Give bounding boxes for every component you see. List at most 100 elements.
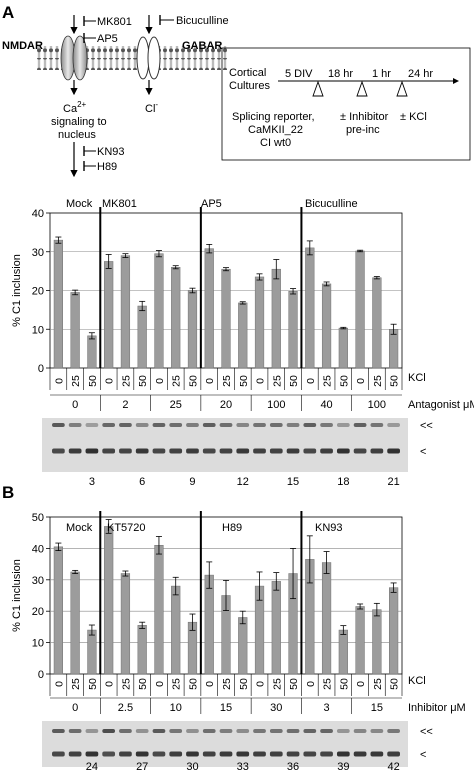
gel-band-lower — [152, 751, 166, 757]
bar — [321, 283, 332, 369]
error-bar — [306, 535, 313, 584]
group-label: Bicuculline — [305, 198, 358, 210]
gel-band-lower — [219, 751, 233, 757]
bar — [372, 277, 382, 369]
x-tick-label: 50 — [187, 678, 199, 690]
error-bar — [239, 301, 246, 305]
bar — [70, 571, 80, 675]
error-bar — [357, 603, 364, 610]
bar — [271, 581, 281, 675]
gel-band-upper — [353, 729, 367, 733]
bar — [389, 587, 399, 675]
error-bar — [139, 300, 146, 312]
lane-number: 27 — [136, 761, 148, 771]
bar — [120, 255, 131, 369]
bar — [355, 250, 365, 369]
group-label: MK801 — [102, 198, 137, 210]
lane-number: 18 — [337, 476, 349, 488]
x-tick-label: 25 — [171, 375, 183, 387]
bar — [305, 247, 315, 369]
gel-band-upper — [152, 729, 166, 733]
gel-band-lower — [202, 448, 216, 454]
concentration-label: 40 — [320, 399, 332, 411]
group-label: Mock — [66, 198, 93, 210]
x-tick-label: 25 — [221, 678, 233, 690]
bar — [338, 327, 348, 369]
bar — [154, 545, 164, 675]
error-bar — [55, 236, 62, 244]
error-bar — [390, 323, 397, 335]
gel-band-upper — [202, 423, 216, 427]
gel-band-lower — [119, 751, 132, 757]
inhibitor-ap5-label: AP5 — [97, 33, 118, 45]
band-marker: << — [420, 420, 433, 432]
interval-5div: 5 DIV — [285, 68, 313, 80]
x-tick-label: 50 — [389, 375, 401, 387]
gel-band-upper — [52, 729, 65, 733]
bar — [204, 248, 214, 369]
gel-band-upper — [119, 729, 132, 733]
gel-band-lower — [303, 751, 317, 757]
gel-band-upper — [152, 423, 166, 427]
x-tick-label: 0 — [305, 378, 317, 384]
error-bar — [223, 267, 229, 272]
gel-band-lower — [387, 448, 400, 454]
x-tick-label: 50 — [238, 375, 250, 387]
gel-band-lower — [286, 751, 300, 757]
gel-band-upper — [52, 423, 65, 427]
interval-24hr: 24 hr — [408, 68, 433, 80]
gel-band-upper — [85, 729, 99, 733]
x-tick-label: 50 — [137, 375, 149, 387]
error-bar — [290, 548, 297, 600]
gel-band-upper — [320, 423, 333, 427]
y-tick-label: 10 — [32, 324, 44, 336]
event-kcl-label: ± KCl — [400, 111, 427, 123]
gel-band-lower — [336, 751, 350, 757]
interval-1hr: 1 hr — [372, 68, 391, 80]
x-tick-label: 25 — [322, 375, 334, 387]
gel-band-upper — [336, 729, 350, 733]
bar — [321, 562, 332, 675]
gel-band-upper — [135, 423, 149, 427]
x-tick-label: 0 — [204, 681, 216, 687]
gel-background — [42, 721, 408, 767]
error-bar — [390, 582, 397, 593]
gel-band-upper — [68, 423, 82, 427]
concentration-label: 100 — [368, 399, 386, 411]
kcl-row-label: KCl — [408, 372, 426, 384]
gabar-label: GABAR — [182, 40, 222, 52]
gel-band-lower — [236, 751, 250, 757]
gel-band-upper — [236, 729, 250, 733]
x-tick-label: 50 — [137, 678, 149, 690]
gel-band-lower — [68, 751, 82, 757]
bar — [389, 329, 399, 369]
gel-band-upper — [135, 729, 149, 733]
gel-band-lower — [236, 448, 250, 454]
gel-band-upper — [186, 423, 199, 427]
bar — [53, 239, 63, 369]
gel-band-lower — [370, 448, 384, 454]
bar — [238, 302, 248, 369]
gel-band-upper — [387, 423, 400, 427]
bar — [171, 267, 181, 369]
gel-band-lower — [353, 751, 367, 757]
error-bar — [189, 287, 196, 294]
gel-band-upper — [85, 423, 99, 427]
y-axis-label: % C1 inclusion — [11, 559, 23, 632]
gel-band-upper — [169, 423, 183, 427]
y-tick-label: 0 — [38, 363, 44, 375]
gel-band-lower — [286, 448, 300, 454]
error-bar — [189, 613, 196, 631]
gel-band-lower — [135, 751, 149, 757]
bar — [338, 629, 348, 675]
gel-band-lower — [102, 751, 116, 757]
gel-band-upper — [68, 729, 82, 733]
gel-band-lower — [370, 751, 384, 757]
y-tick-label: 0 — [38, 669, 44, 681]
bar — [104, 261, 114, 369]
gel-band-lower — [152, 448, 166, 454]
group-label: KN93 — [315, 522, 343, 534]
x-tick-label: 25 — [372, 375, 384, 387]
band-marker: < — [420, 446, 426, 458]
